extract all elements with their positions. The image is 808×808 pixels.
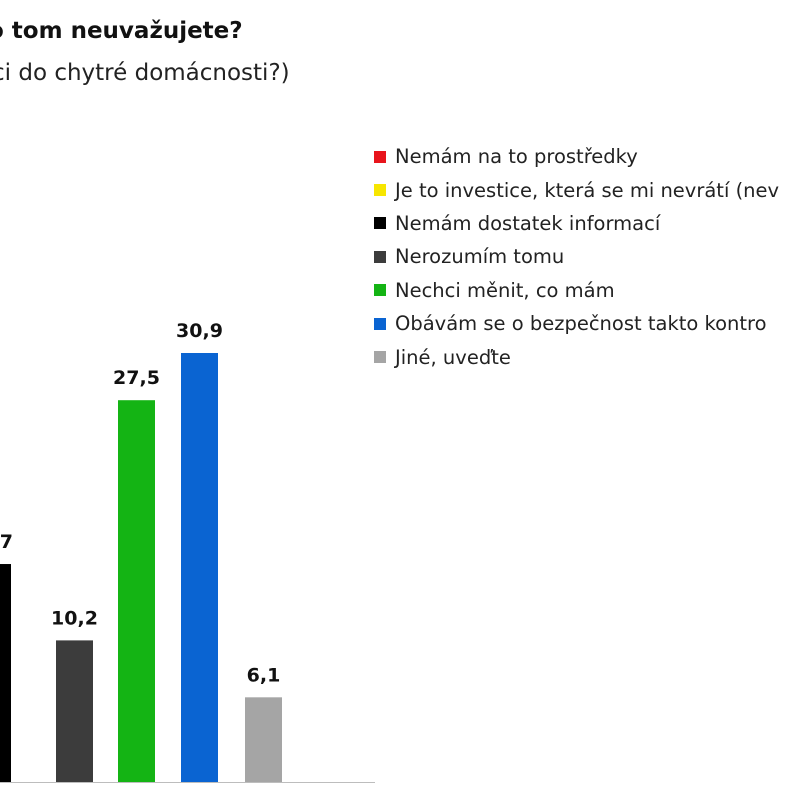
legend-item-do-not-understand: Nerozumím tomu	[374, 240, 808, 273]
chart-subtitle: ci do chytré domácnosti?)	[0, 60, 290, 86]
bar-value-label: 6,1	[247, 664, 281, 686]
legend-item-other: Jiné, uveďte	[374, 340, 808, 373]
legend-item-no-resources: Nemám na to prostředky	[374, 140, 808, 173]
bar	[0, 564, 11, 782]
bar	[56, 640, 93, 782]
chart-legend: Nemám na to prostředky Je to investice, …	[374, 140, 808, 374]
legend-swatch-blue	[374, 317, 386, 330]
legend-swatch-dark-gray	[374, 250, 386, 263]
legend-label: Nemám dostatek informací	[395, 211, 661, 235]
legend-label: Nerozumím tomu	[395, 245, 565, 269]
legend-swatch-light-gray	[374, 351, 386, 364]
bar	[181, 353, 218, 782]
legend-item-not-enough-information: Nemám dostatek informací	[374, 207, 808, 240]
legend-label: Obávám se o bezpečnost takto kontro	[395, 312, 767, 336]
legend-item-investment-not-returned: Je to investice, která se mi nevrátí (ne…	[374, 173, 808, 206]
legend-item-do-not-want-change: Nechci měnit, co mám	[374, 274, 808, 307]
chart-title: o tom neuvažujete?	[0, 18, 243, 44]
bar	[118, 400, 155, 782]
legend-item-security-concern: Obávám se o bezpečnost takto kontro	[374, 307, 808, 340]
legend-swatch-yellow	[374, 184, 386, 197]
bar-value-label: 30,9	[176, 320, 223, 342]
bar-value-label: 10,2	[51, 607, 98, 629]
bar	[245, 697, 282, 782]
legend-label: Jiné, uveďte	[395, 345, 511, 369]
legend-swatch-black	[374, 217, 386, 230]
legend-label: Je to investice, která se mi nevrátí (ne…	[395, 178, 780, 202]
bar-value-label: .5,7	[0, 531, 13, 553]
legend-label: Nechci měnit, co mám	[395, 278, 615, 302]
legend-swatch-red	[374, 150, 386, 163]
legend-swatch-green	[374, 284, 386, 297]
bar-value-label: 27,5	[113, 367, 160, 389]
legend-label: Nemám na to prostředky	[395, 145, 638, 169]
